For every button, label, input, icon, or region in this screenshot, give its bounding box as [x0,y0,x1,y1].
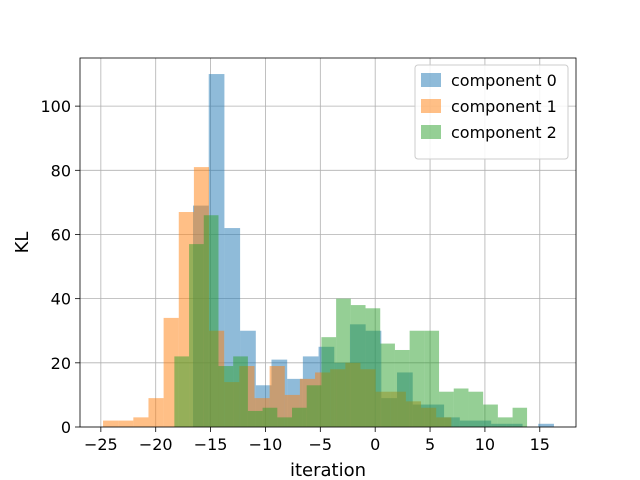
legend-swatch-0 [421,73,441,87]
bar-series-2-bin-19 [453,388,469,427]
bars [103,74,554,428]
bar-series-1-bin-2 [133,417,149,427]
grid [80,58,576,428]
x-tick-label-2: −15 [194,435,228,454]
x-tick-label-1: −20 [139,435,173,454]
bar-series-0-bin-22 [538,423,554,427]
bar-series-1-bin-0 [103,420,119,427]
legend: component 0 component 1 component 2 [414,64,569,160]
bar-series-1-bin-3 [148,398,164,427]
legend-label-2: component 2 [451,123,557,142]
bar-series-2-bin-18 [439,391,454,427]
x-tick-label-3: −10 [249,435,283,454]
x-tick-label-0: −25 [84,435,118,454]
axis-ticks: −25 −20 −15 −10 −5 0 5 10 15 0 20 40 60 80 100 [40,97,550,454]
x-tick-label-6: 5 [425,435,435,454]
legend-swatch-2 [421,125,441,139]
bar-series-2-bin-0 [174,356,190,427]
series-2-bars [174,215,528,427]
legend-frame [414,64,569,160]
bar-series-2-bin-3 [218,366,234,427]
x-tick-label-7: 10 [475,435,495,454]
bar-series-2-bin-11 [336,298,351,427]
y-tick-label-0: 0 [61,418,71,437]
y-tick-label-5: 100 [40,97,71,116]
bar-series-2-bin-6 [262,407,278,427]
bar-series-2-bin-10 [321,337,337,427]
bar-series-2-bin-12 [350,305,366,427]
bar-series-2-bin-7 [277,417,293,427]
x-tick-label-8: 15 [530,435,550,454]
y-tick-label-2: 40 [51,290,71,309]
bar-series-2-bin-16 [409,330,425,427]
bar-series-2-bin-9 [306,385,322,427]
x-axis-label: iteration [290,460,366,480]
bar-series-2-bin-21 [483,404,498,427]
y-tick-label-1: 20 [51,354,71,373]
x-tick-label-5: 0 [370,435,380,454]
x-tick-label-4: −5 [309,435,333,454]
bar-series-2-bin-4 [233,356,248,427]
bar-series-2-bin-17 [424,330,440,427]
bar-series-2-bin-14 [380,343,395,427]
legend-swatch-1 [421,99,441,113]
bar-series-2-bin-8 [292,407,307,427]
bar-series-2-bin-22 [497,417,513,427]
bar-series-2-bin-5 [247,410,263,427]
bar-series-2-bin-2 [203,215,219,427]
legend-label-0: component 0 [451,71,557,90]
bar-series-2-bin-13 [365,308,381,427]
legend-label-1: component 1 [451,97,557,116]
y-tick-label-3: 60 [51,225,71,244]
y-tick-label-4: 80 [51,161,71,180]
y-axis-label: KL [12,232,33,254]
bar-series-2-bin-20 [468,391,484,427]
bar-series-2-bin-15 [394,349,410,427]
bar-series-2-bin-23 [512,407,528,427]
bar-series-1-bin-1 [118,420,134,427]
plot-frame [79,57,577,428]
bar-series-2-bin-1 [189,244,204,427]
